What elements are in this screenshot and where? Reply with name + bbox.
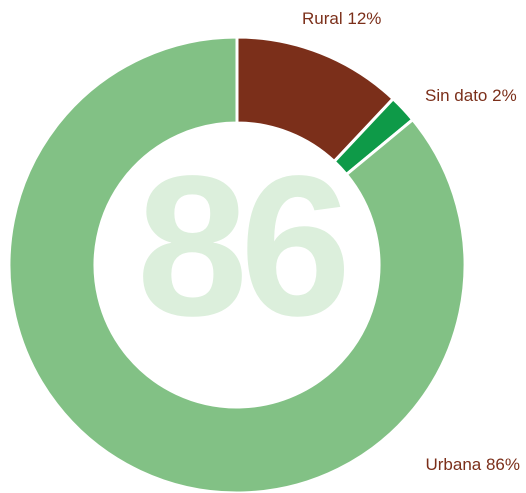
- slice-label: Sin dato 2%: [425, 86, 517, 105]
- slice-name: Rural: [302, 9, 343, 28]
- slice-value: 12%: [347, 9, 381, 28]
- slice-name: Sin dato: [425, 86, 487, 105]
- slice-label: Urbana 86%: [425, 455, 520, 474]
- slice-value: 86%: [486, 455, 520, 474]
- donut-slice: [7, 35, 467, 493]
- slice-name: Urbana: [425, 455, 481, 474]
- slice-label: Rural 12%: [302, 9, 381, 28]
- center-label: 86: [137, 135, 344, 358]
- slice-value: 2%: [492, 86, 517, 105]
